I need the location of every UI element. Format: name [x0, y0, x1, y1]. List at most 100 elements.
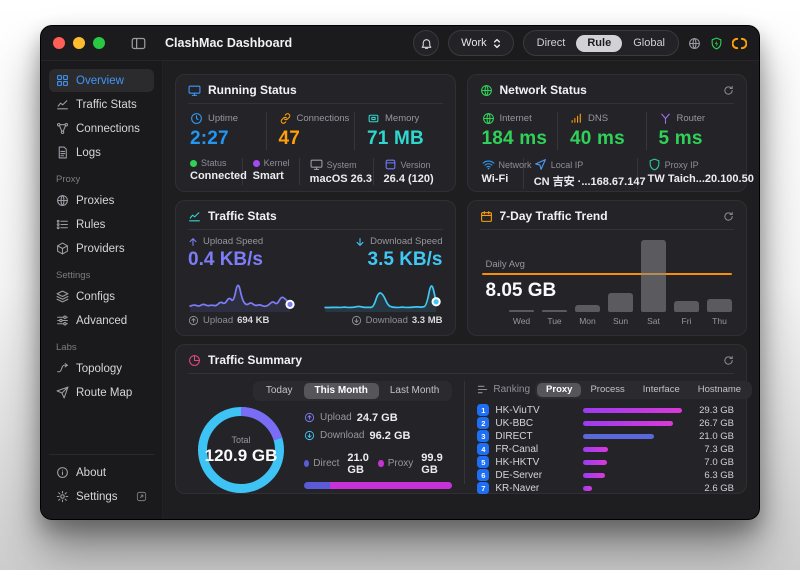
sidebar-item-settings[interactable]: Settings	[49, 485, 154, 508]
zoom-button[interactable]	[93, 37, 105, 49]
kernel-dot	[252, 159, 260, 167]
weekly-bar-chart: Daily Avg 8.05 GB Wed Tue Mon Sun Sat Fri Thu	[480, 232, 735, 326]
gear-icon	[56, 490, 69, 503]
wifi-icon	[482, 158, 495, 171]
card-title: Network Status	[499, 83, 587, 97]
sidebar-item-rules[interactable]: Rules	[49, 213, 154, 236]
sidebar-section-proxy: Proxy	[56, 174, 81, 185]
ranking-tab-hostname[interactable]: Hostname	[689, 383, 750, 397]
refresh-button[interactable]	[723, 355, 734, 366]
upload-total-row: Upload 24.7 GB	[304, 412, 452, 424]
daily-avg-value: 8.05 GB	[485, 279, 557, 301]
period-tab-today[interactable]: Today	[255, 383, 304, 399]
plane-icon	[56, 386, 69, 399]
ranking-row-fr-canal: 4 FR-Canal 7.3 GB	[477, 443, 734, 456]
sidebar-item-advanced[interactable]: Advanced	[49, 309, 154, 332]
sidebar-item-traffic-stats[interactable]: Traffic Stats	[49, 93, 154, 116]
sidebar-item-providers[interactable]: Providers	[49, 237, 154, 260]
summary-stats: Upload 24.7 GB Download 96.2 GB Direct 21.0…	[304, 412, 453, 489]
pie-chart-icon	[188, 354, 201, 367]
profile-label: Work	[461, 37, 487, 49]
kernel-detail: Kernel Smart	[241, 158, 299, 185]
sidebar-item-route-map[interactable]: Route Map	[49, 381, 154, 404]
trend-bar-sun: Sun	[608, 292, 633, 326]
titlebar: ClashMac Dashboard Work Direct Rule Global	[41, 26, 759, 61]
sliders-icon	[56, 314, 69, 327]
refresh-icon	[723, 355, 734, 366]
ranking-bars-icon	[477, 384, 488, 395]
close-button[interactable]	[53, 37, 65, 49]
sidebar-item-about[interactable]: About	[49, 461, 154, 484]
period-tab-last-month[interactable]: Last Month	[379, 383, 450, 399]
ranking-row-uk-bbc: 2 UK-BBC 26.7 GB	[477, 417, 734, 430]
system-detail: System macOS 26.3	[298, 158, 373, 185]
app-window: ClashMac Dashboard Work Direct Rule Global…	[40, 25, 760, 520]
ranking-tab-proxy[interactable]: Proxy	[537, 383, 582, 397]
vpn-shield-button[interactable]	[710, 37, 723, 50]
sidebar-item-logs[interactable]: Logs	[49, 141, 154, 164]
sidebar-item-connections[interactable]: Connections	[49, 117, 154, 140]
trend-bar-tue: Tue	[542, 310, 567, 326]
refresh-button[interactable]	[723, 211, 734, 222]
download-speed-panel: Download Speed 3.5 KB/s Download 3.3 MB	[323, 236, 443, 326]
card-title: Traffic Summary	[208, 353, 303, 367]
signal-bars-icon	[570, 112, 583, 125]
refresh-icon	[723, 85, 734, 96]
external-link-icon	[136, 491, 147, 502]
sidebar-footer: About Settings	[49, 454, 154, 509]
ranking-tab-process[interactable]: Process	[581, 383, 633, 397]
sidebar-item-topology[interactable]: Topology	[49, 357, 154, 380]
trend-bar-sat: Sat	[641, 240, 666, 326]
shield-bolt-icon	[710, 37, 723, 50]
mode-segmented-control: Direct Rule Global	[522, 30, 679, 56]
refresh-button[interactable]	[723, 85, 734, 96]
chart-icon	[56, 98, 69, 111]
nodes-icon	[56, 122, 69, 135]
local-ip-detail: Local IP CN 吉安 ·...168.67.147	[522, 158, 646, 189]
globe-icon	[480, 84, 493, 97]
info-icon	[56, 466, 69, 479]
vertical-divider	[464, 381, 466, 484]
profile-dropdown[interactable]: Work	[448, 30, 514, 56]
network-globe-button[interactable]	[688, 37, 701, 50]
sidebar-item-proxies[interactable]: Proxies	[49, 189, 154, 212]
sidebar-item-overview[interactable]: Overview	[49, 69, 154, 92]
sidebar-item-configs[interactable]: Configs	[49, 285, 154, 308]
card-title: 7-Day Traffic Trend	[499, 209, 608, 223]
chart-line-icon	[188, 210, 201, 223]
minimize-button[interactable]	[73, 37, 85, 49]
status-detail: Status Connected	[190, 158, 247, 182]
mode-global[interactable]: Global	[622, 35, 676, 52]
sidebar-section-labs: Labs	[56, 342, 77, 353]
monitor-icon	[188, 84, 201, 97]
ranking-row-kr-naver: 7 KR-Naver 2.6 GB	[477, 482, 734, 495]
mode-direct[interactable]: Direct	[526, 35, 577, 52]
card-title: Running Status	[208, 83, 297, 97]
ranking-tab-interface[interactable]: Interface	[634, 383, 689, 397]
link-icon	[279, 112, 292, 125]
direct-dot	[304, 460, 310, 467]
period-tab-this-month[interactable]: This Month	[303, 383, 379, 399]
globe-icon	[688, 37, 701, 50]
cube-icon	[56, 242, 69, 255]
proxy-dot	[378, 460, 384, 467]
doc-icon	[56, 146, 69, 159]
network-status-card: Network Status Internet 184 ms DNS 40 ms	[466, 74, 754, 192]
sidebar-toggle-button[interactable]	[131, 37, 146, 50]
traffic-lights	[53, 37, 165, 50]
up-arrow-circle-icon	[188, 315, 199, 326]
running-status-card: Running Status Uptime 2:27 Connections 4…	[175, 74, 456, 192]
down-arrow-icon	[355, 237, 365, 247]
refresh-icon	[723, 211, 734, 222]
clash-logo-button[interactable]	[732, 37, 747, 50]
rank-badge: 7	[477, 482, 490, 494]
download-total-row: Download 96.2 GB	[304, 430, 452, 442]
grid-icon	[56, 74, 69, 87]
clash-logo-icon	[732, 37, 747, 50]
mode-rule[interactable]: Rule	[576, 34, 623, 52]
daily-avg-line	[481, 272, 732, 275]
notifications-button[interactable]	[413, 30, 440, 56]
sidebar-section-settings: Settings	[56, 270, 91, 281]
proxy-ip-detail: Proxy IP TW Taich...20.100.50	[636, 158, 754, 189]
ranking-row-de-server: 6 DE-Server 6.3 GB	[477, 469, 734, 482]
